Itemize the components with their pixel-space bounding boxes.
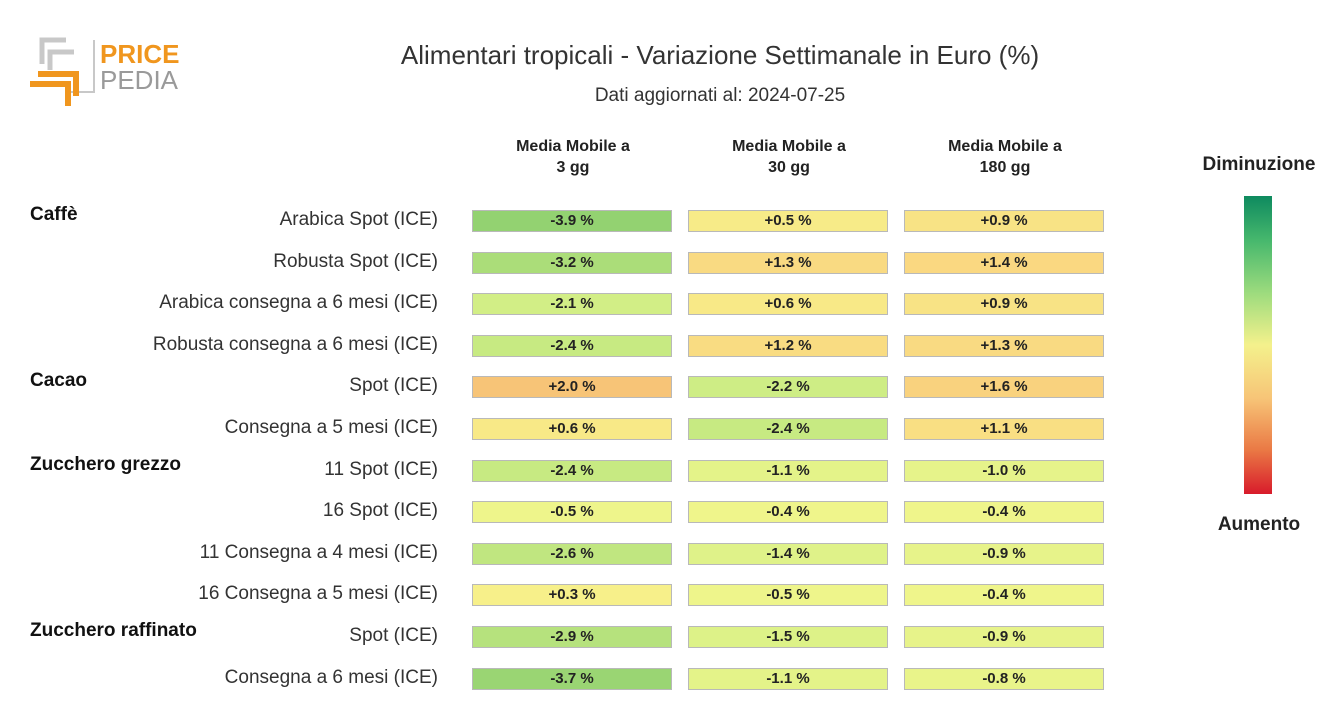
heatmap-cell: -2.4 %	[472, 334, 672, 357]
heatmap-cell: +1.3 %	[688, 251, 888, 274]
legend-color-scale	[1244, 196, 1272, 494]
logo-word-bottom: PEDIA	[100, 65, 179, 95]
heatmap-cell: -0.4 %	[688, 501, 888, 524]
pricepedia-logo: PRICE PEDIA	[28, 36, 198, 116]
heatmap-cell: -1.1 %	[688, 459, 888, 482]
heatmap-cell: -0.4 %	[904, 501, 1104, 524]
heatmap-cell: -0.9 %	[904, 542, 1104, 565]
heatmap-cell: +0.9 %	[904, 293, 1104, 316]
heatmap-cell: -1.5 %	[688, 626, 888, 648]
heatmap-cell: -1.4 %	[688, 542, 888, 565]
heatmap-cell: +0.3 %	[472, 584, 672, 607]
column-header-3gg: Media Mobile a 3 gg	[516, 138, 630, 176]
row-label: 11 Consegna a 4 mesi (ICE)	[199, 541, 438, 563]
heatmap-cell: -0.5 %	[472, 501, 672, 524]
row-label: 16 Spot (ICE)	[322, 500, 438, 522]
column-header-180gg: Media Mobile a 180 gg	[948, 138, 1062, 176]
row-label: Robusta Spot (ICE)	[273, 250, 438, 272]
group-label: Cacao	[30, 370, 88, 392]
row-label: Spot (ICE)	[349, 375, 438, 397]
heatmap-cell: -0.5 %	[688, 584, 888, 607]
pricepedia-logo-mark: PRICE PEDIA	[30, 37, 179, 106]
row-label: Consegna a 5 mesi (ICE)	[224, 417, 438, 438]
group-label: Zucchero raffinato	[30, 620, 197, 641]
heatmap-cell: -3.7 %	[472, 667, 672, 690]
heatmap-cell: -2.2 %	[688, 376, 888, 399]
group-label: Caffè	[30, 204, 78, 225]
heatmap-cell: +0.6 %	[688, 293, 888, 316]
row-label: Spot (ICE)	[349, 625, 438, 646]
row-label: Consegna a 6 mesi (ICE)	[224, 666, 438, 688]
heatmap-cell: +1.1 %	[904, 418, 1104, 440]
heatmap-cell: +0.5 %	[688, 210, 888, 232]
heatmap-cell: +1.6 %	[904, 376, 1104, 399]
heatmap-cell: -0.4 %	[904, 584, 1104, 607]
heatmap-cell: -1.1 %	[688, 667, 888, 690]
heatmap-cell: -2.9 %	[472, 626, 672, 648]
heatmap-cell: +1.4 %	[904, 251, 1104, 274]
row-label: 16 Consegna a 5 mesi (ICE)	[198, 583, 438, 605]
row-label: 11 Spot (ICE)	[324, 458, 438, 480]
heatmap-cell: +0.9 %	[904, 210, 1104, 232]
heatmap-cell: +2.0 %	[472, 376, 672, 399]
chart-subtitle: Dati aggiornati al: 2024-07-25	[594, 85, 846, 106]
heatmap-cell: -2.4 %	[688, 418, 888, 440]
legend-bottom-label: Aumento	[1217, 514, 1301, 535]
chart-title: Alimentari tropicali - Variazione Settim…	[400, 40, 1040, 70]
heatmap-cell: -2.4 %	[472, 459, 672, 482]
heatmap-cell: -2.1 %	[472, 293, 672, 316]
heatmap-cell: -3.9 %	[472, 210, 672, 232]
row-label: Arabica consegna a 6 mesi (ICE)	[159, 292, 438, 314]
heatmap-cell: +1.3 %	[904, 334, 1104, 357]
heatmap-cell: -0.9 %	[904, 626, 1104, 648]
heatmap-cell: +1.2 %	[688, 334, 888, 357]
row-label: Arabica Spot (ICE)	[279, 209, 438, 230]
group-label: Zucchero grezzo	[30, 453, 181, 475]
column-header-30gg: Media Mobile a 30 gg	[732, 138, 846, 176]
heatmap-cell: -1.0 %	[904, 459, 1104, 482]
legend-top-label: Diminuzione	[1202, 154, 1316, 175]
heatmap-cell: -2.6 %	[472, 542, 672, 565]
heatmap-cell: -3.2 %	[472, 251, 672, 274]
logo-word-top: PRICE	[100, 39, 179, 69]
row-label: Robusta consegna a 6 mesi (ICE)	[152, 333, 438, 355]
heatmap-cell: -0.8 %	[904, 667, 1104, 690]
heatmap-cell: +0.6 %	[472, 418, 672, 440]
